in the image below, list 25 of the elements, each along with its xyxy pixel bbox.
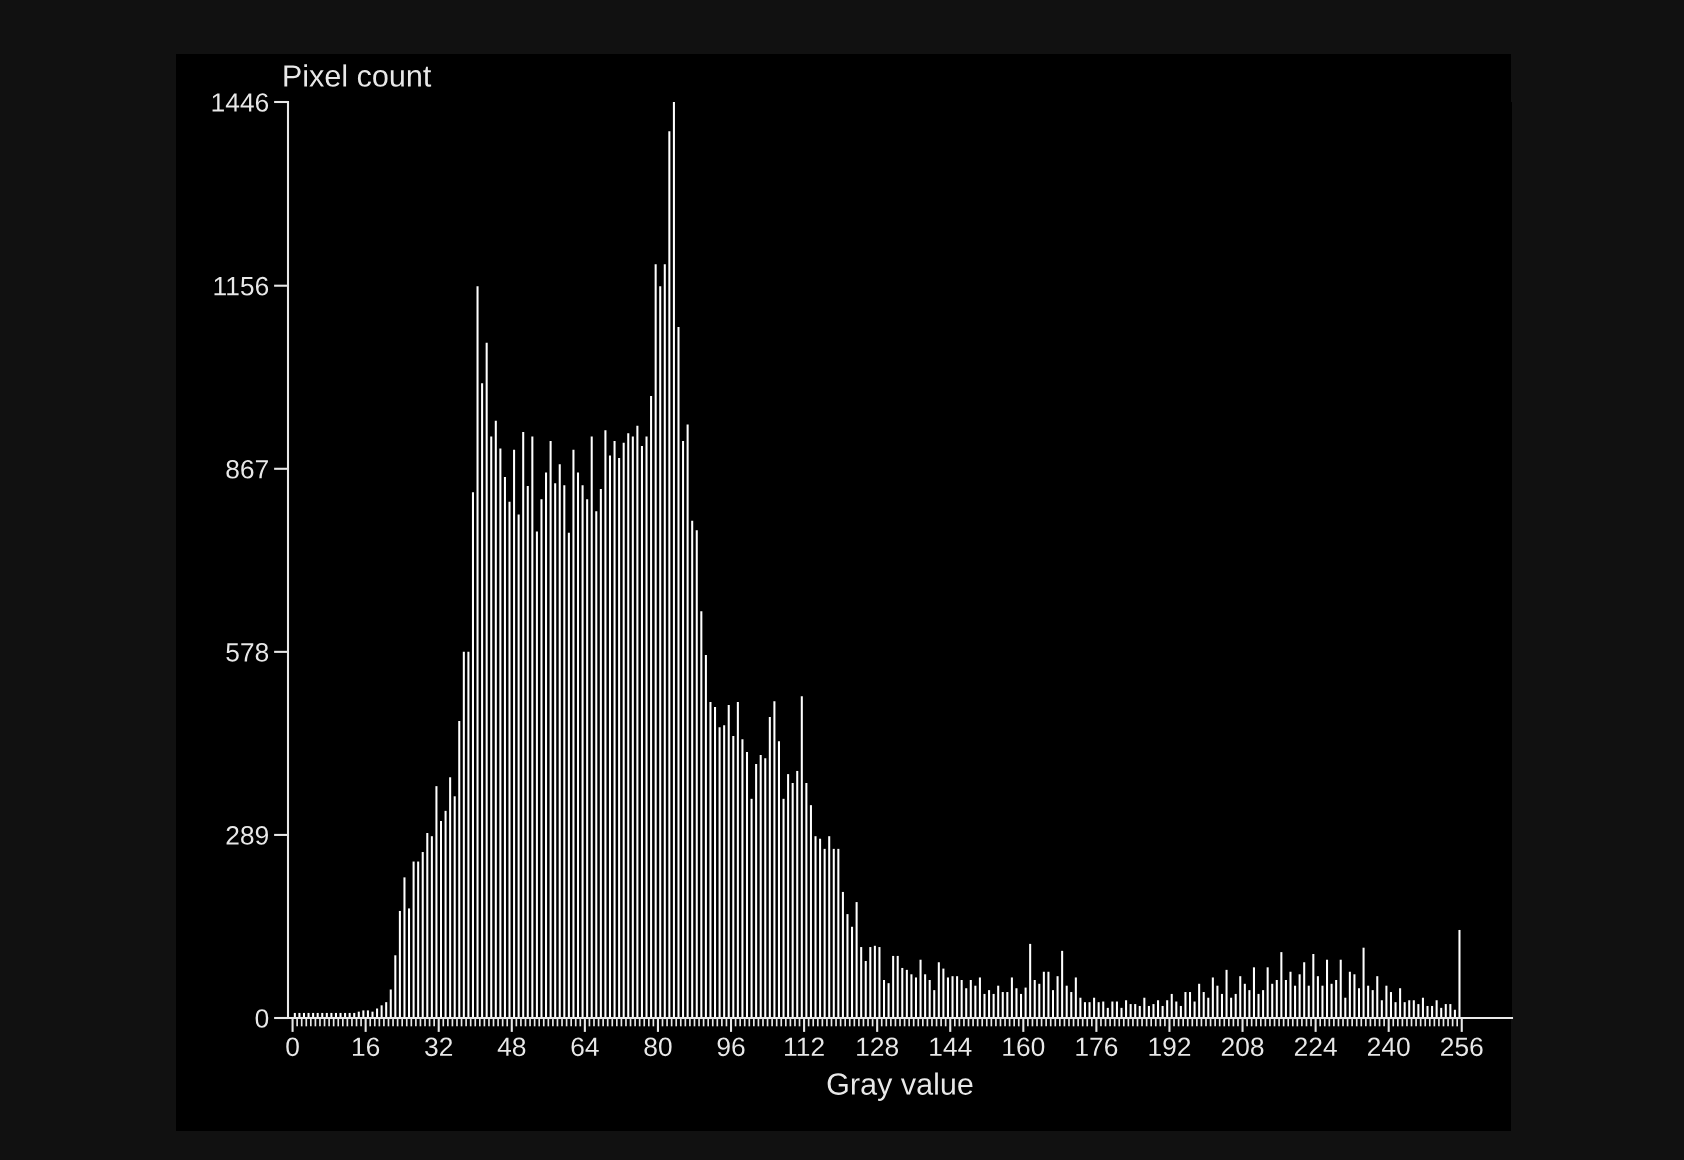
- x-tick-label: 48: [497, 1037, 526, 1057]
- x-tick-label: 192: [1149, 1037, 1191, 1057]
- x-tick-label: 176: [1076, 1037, 1118, 1057]
- x-tick-label: 112: [785, 1037, 824, 1056]
- x-tick-label: 0: [286, 1037, 299, 1057]
- x-axis-title: Gray value: [827, 1072, 973, 1101]
- y-tick-label: 867: [226, 459, 268, 479]
- x-tick-label: 16: [352, 1037, 380, 1057]
- x-tick-label: 128: [857, 1037, 899, 1057]
- y-tick-label: 289: [226, 826, 268, 845]
- x-tick-label: 240: [1368, 1037, 1410, 1057]
- x-tick-label: 160: [1003, 1037, 1045, 1057]
- y-tick-label: 1156: [214, 276, 269, 296]
- y-tick-label: 578: [226, 642, 269, 662]
- x-tick-label: 96: [717, 1037, 745, 1057]
- x-tick-label: 32: [425, 1037, 453, 1057]
- y-tick-label: 1446: [212, 93, 269, 112]
- x-tick-label: 80: [644, 1037, 672, 1057]
- x-tick-label: 224: [1294, 1037, 1337, 1056]
- x-tick-label: 208: [1221, 1037, 1264, 1057]
- x-tick-label: 64: [571, 1037, 599, 1057]
- y-tick-label: 0: [255, 1009, 269, 1028]
- x-tick-label: 256: [1441, 1037, 1483, 1057]
- y-axis-title: Pixel count: [284, 64, 432, 87]
- x-tick-label: 144: [930, 1037, 972, 1056]
